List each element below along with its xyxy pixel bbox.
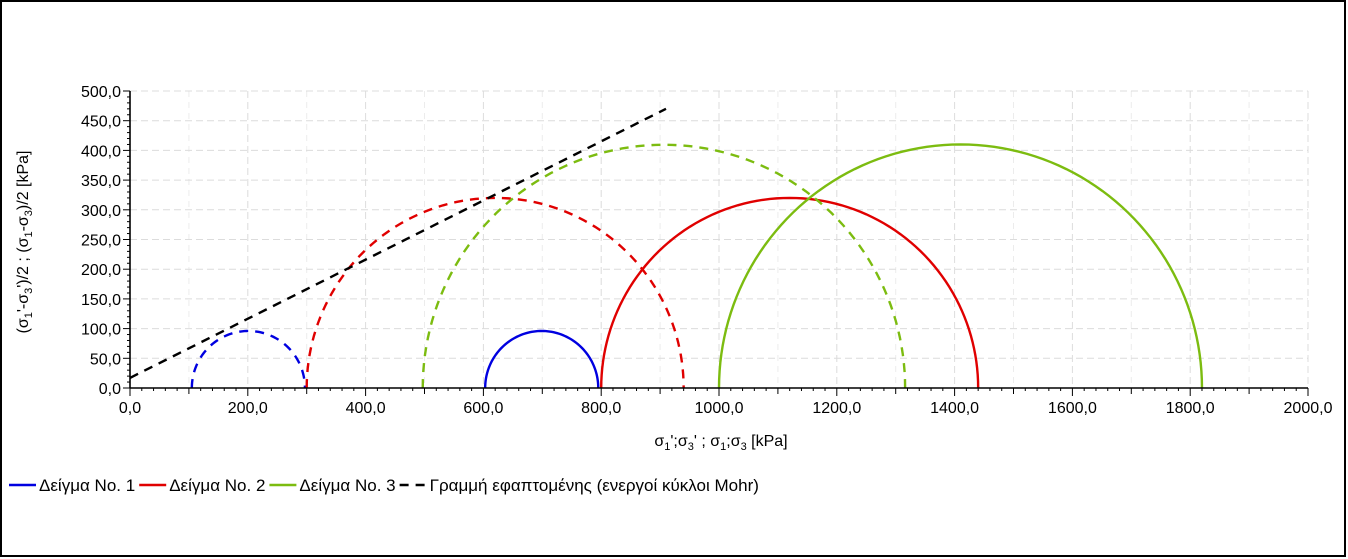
y-tick-labels: 0,0 50,0 100,0 150,0 200,0 250,0 300,0 350,0 400… [81, 84, 121, 398]
y-tick-label: 150,0 [81, 292, 121, 309]
y-tick-label: 100,0 [81, 322, 121, 339]
y-tick-label: 0,0 [99, 381, 121, 398]
x-tick-label: 200,0 [228, 400, 268, 417]
y-tick-label: 250,0 [81, 233, 121, 250]
legend-label: Δείγμα No. 1 [39, 476, 135, 495]
y-tick-label: 450,0 [81, 114, 121, 131]
legend-label: Δείγμα No. 2 [169, 476, 265, 495]
mohr-circle-effective [305, 196, 685, 389]
mohr-circle-effective [190, 329, 307, 389]
x-tick-label: 1400,0 [930, 400, 979, 417]
x-tick-label: 1600,0 [1048, 400, 1097, 417]
axes [123, 90, 1309, 396]
x-axis-label: σ1';σ3' ; σ1;σ3 [kPa] [654, 433, 787, 453]
x-tick-label: 1800,0 [1166, 400, 1215, 417]
legend-item: Γραμμή εφαπτομένης (ενεργοί κύκλοι Mohr) [399, 476, 759, 495]
legend-item: Δείγμα No. 1 [9, 476, 135, 495]
legend-item: Δείγμα No. 3 [269, 476, 396, 495]
x-tick-label: 2000,0 [1284, 400, 1333, 417]
x-tick-label: 800,0 [581, 400, 621, 417]
y-axis-label: (σ1'-σ3')/2 ; (σ1-σ3)/2 [kPa] [15, 150, 35, 333]
mohr-circle-total [600, 196, 980, 389]
x-tick-label: 1200,0 [812, 400, 861, 417]
legend-label: Γραμμή εφαπτομένης (ενεργοί κύκλοι Mohr) [430, 476, 759, 495]
x-tick-label: 600,0 [463, 400, 503, 417]
plot-area [129, 107, 1204, 389]
y-tick-label: 300,0 [81, 203, 121, 220]
mohr-circle-total [483, 329, 600, 389]
y-tick-label: 200,0 [81, 262, 121, 279]
x-tick-label: 400,0 [346, 400, 386, 417]
x-tick-labels: 0,0 200,0 400,0 600,0 800,0 1000,0 1200,0 1400,… [119, 400, 1333, 417]
y-tick-label: 350,0 [81, 173, 121, 190]
mohr-circle-total [717, 143, 1204, 389]
legend: Δείγμα No. 1 Δείγμα No. 2 Δείγμα No. 3 Γραμ… [9, 476, 759, 495]
x-tick-label: 1000,0 [695, 400, 744, 417]
tangent-line [129, 107, 667, 379]
legend-label: Δείγμα No. 3 [299, 476, 395, 495]
legend-item: Δείγμα No. 2 [139, 476, 265, 495]
grid [129, 90, 1309, 389]
y-tick-label: 50,0 [90, 351, 121, 368]
y-tick-label: 400,0 [81, 143, 121, 160]
x-tick-label: 0,0 [119, 400, 141, 417]
y-tick-label: 500,0 [81, 84, 121, 101]
